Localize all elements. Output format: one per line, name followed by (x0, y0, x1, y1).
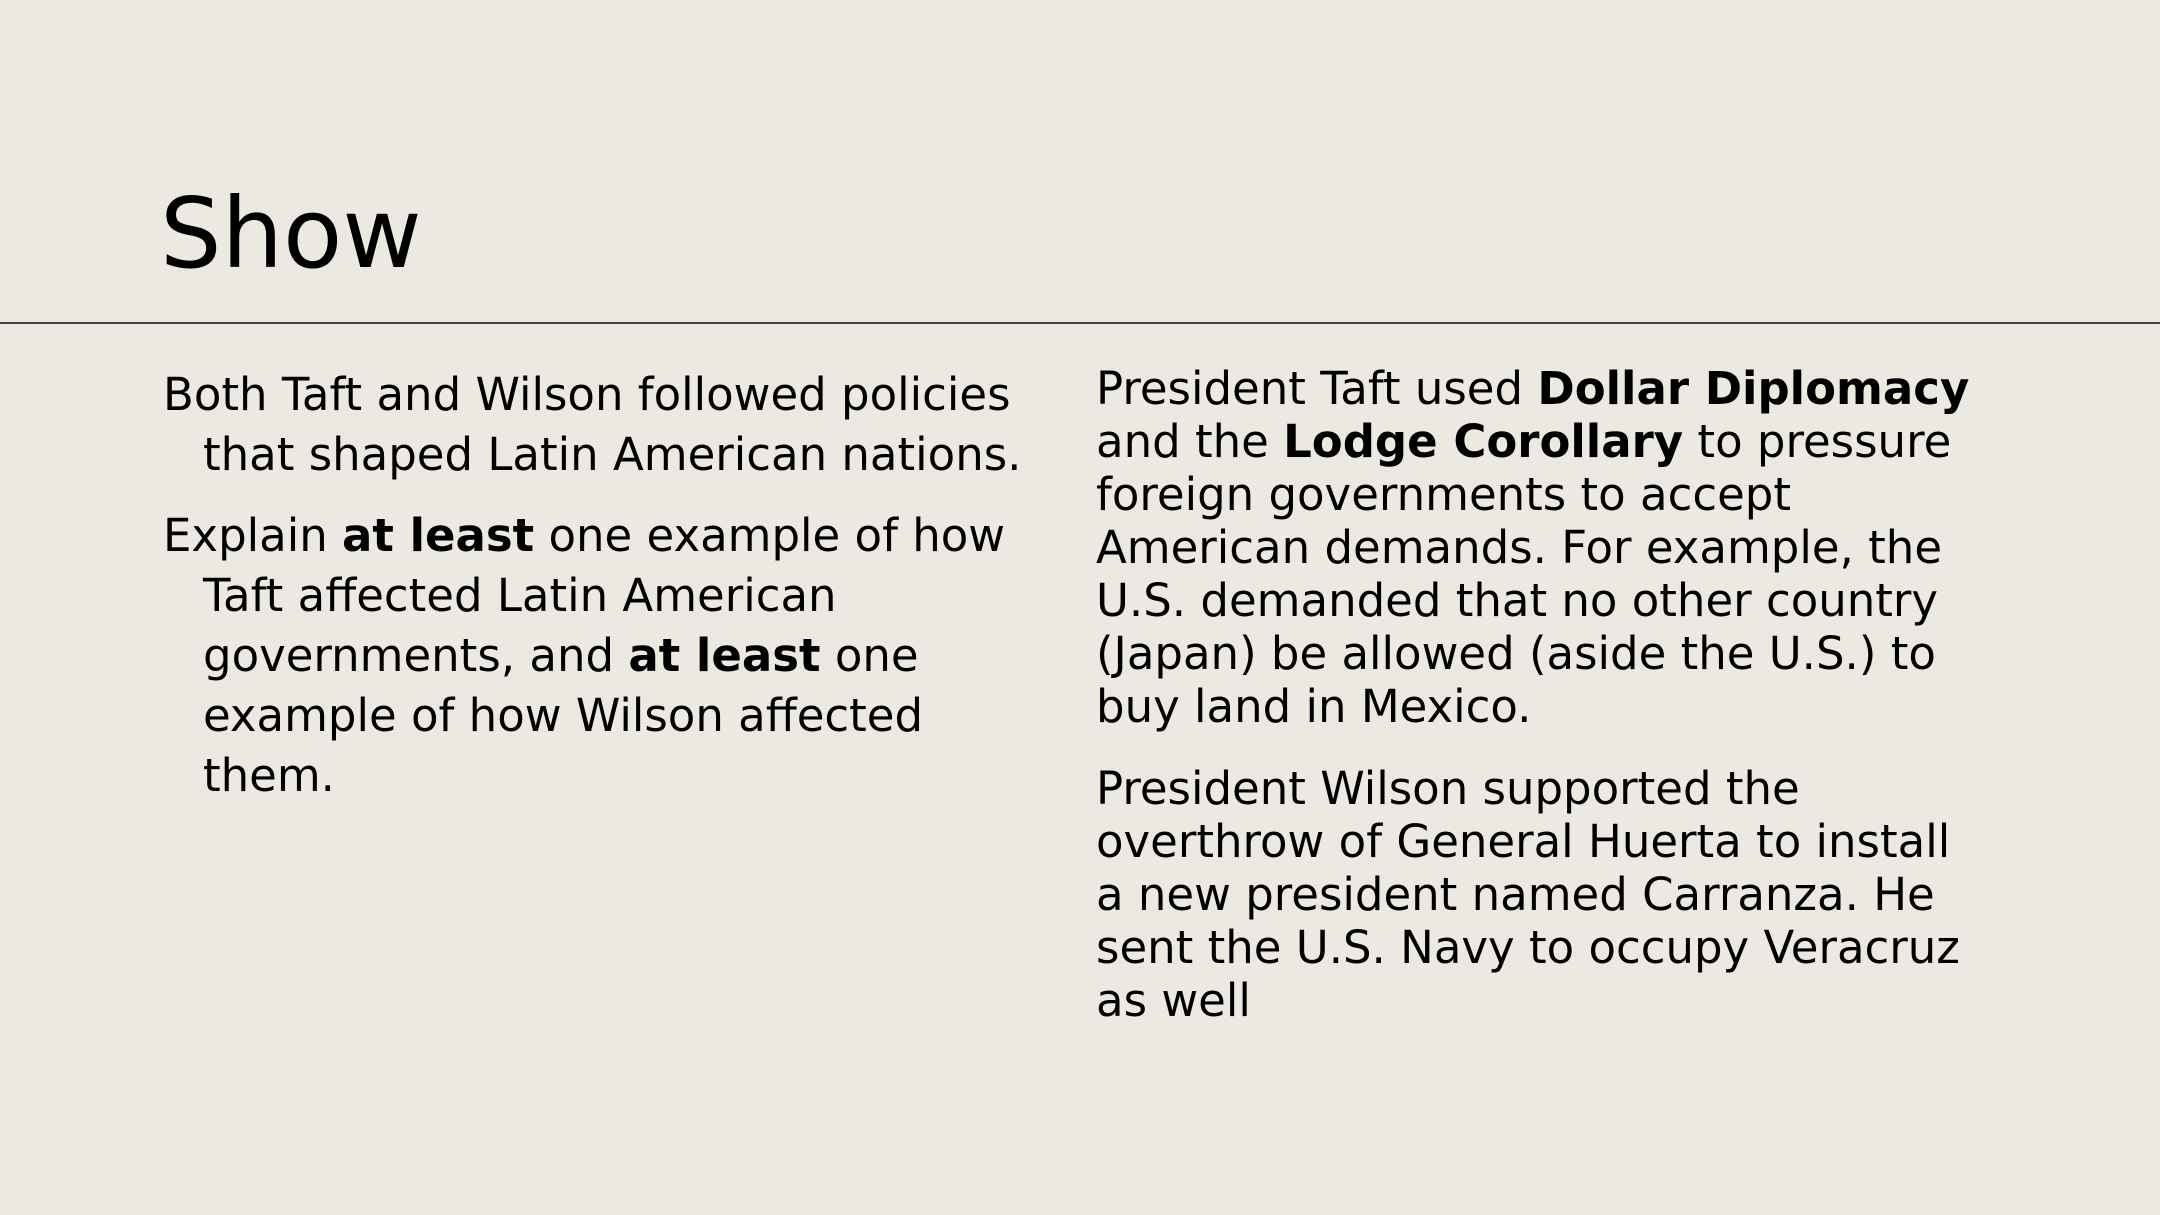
text-paragraph: President Wilson supported the overthrow… (1096, 762, 1981, 1027)
text-run: President Wilson supported the overthrow… (1096, 762, 1960, 1027)
text-run: and the (1096, 415, 1284, 468)
text-run: one example of how Taft affected Latin A… (203, 509, 1006, 682)
left-text-column: Both Taft and Wilson followed policies t… (163, 365, 1063, 827)
text-run: one example of how Wilson affected them. (203, 629, 924, 802)
text-run: President Taft used (1096, 362, 1538, 415)
bold-text-run: Dollar Diplomacy (1537, 362, 1970, 415)
text-paragraph: President Taft used Dollar Diplomacy and… (1096, 362, 1981, 733)
text-run: to pressure foreign governments to accep… (1096, 415, 1952, 733)
bold-text-run: Lodge Corollary (1283, 415, 1684, 468)
right-text-column: President Taft used Dollar Diplomacy and… (1096, 362, 1981, 1056)
text-paragraph: Both Taft and Wilson followed policies t… (163, 365, 1063, 485)
slide-title: Show (160, 177, 422, 290)
text-run: Both Taft and Wilson followed policies t… (163, 368, 1022, 481)
text-paragraph: Explain at least one example of how Taft… (163, 506, 1063, 806)
text-run: Explain (163, 509, 343, 562)
title-divider-line (0, 322, 2160, 324)
bold-text-run: at least (628, 629, 821, 682)
bold-text-run: at least (342, 509, 535, 562)
